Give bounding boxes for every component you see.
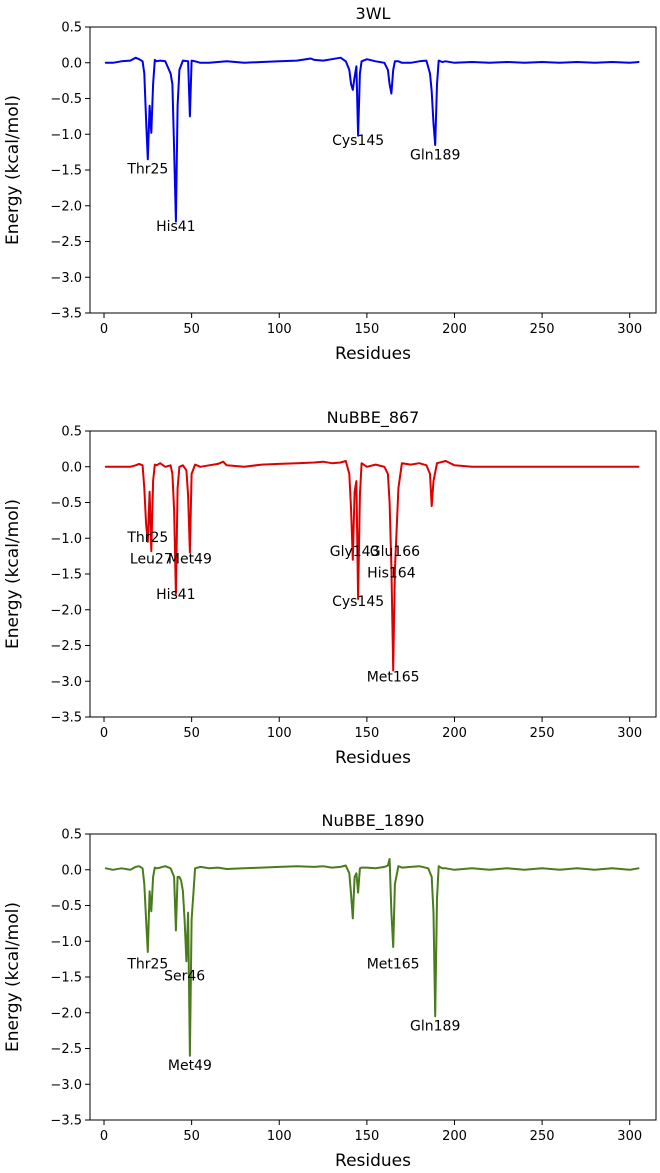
x-tick-label: 300 — [617, 1129, 642, 1144]
x-tick-label: 200 — [442, 322, 467, 337]
residue-annotation: Gln189 — [410, 147, 460, 163]
residue-annotation: Met165 — [367, 956, 420, 972]
y-tick-label: −1.5 — [50, 568, 82, 583]
y-tick-label: −2.0 — [50, 1006, 82, 1021]
y-tick-label: −3.5 — [50, 307, 82, 322]
x-tick-label: 200 — [442, 726, 467, 741]
x-tick-label: 150 — [354, 1129, 379, 1144]
chart-title: NuBBE_867 — [327, 408, 420, 428]
x-tick-label: 150 — [354, 726, 379, 741]
x-tick-label: 250 — [530, 322, 555, 337]
x-tick-label: 100 — [267, 726, 292, 741]
y-tick-label: −3.5 — [50, 711, 82, 726]
y-tick-label: −2.0 — [50, 199, 82, 214]
series-line-1 — [104, 56, 640, 223]
residue-annotation: His41 — [156, 219, 196, 235]
y-tick-label: 0.5 — [61, 21, 82, 36]
residue-annotation: Gly143 — [330, 544, 380, 560]
x-tick-label: 200 — [442, 1129, 467, 1144]
y-tick-label: −1.0 — [50, 532, 82, 547]
y-tick-label: −0.5 — [50, 92, 82, 107]
x-tick-label: 250 — [530, 1129, 555, 1144]
chart-title: NuBBE_1890 — [322, 811, 425, 831]
y-tick-label: −3.5 — [50, 1114, 82, 1129]
x-tick-label: 50 — [183, 726, 200, 741]
residue-annotation: Leu27 — [130, 551, 173, 567]
chart-title: 3WL — [356, 4, 391, 23]
y-axis-label: Energy (kcal/mol) — [3, 499, 23, 649]
y-tick-label: −3.0 — [50, 1078, 82, 1093]
residue-annotation: His164 — [367, 566, 416, 582]
x-tick-label: 300 — [617, 322, 642, 337]
chart-panel-2: NuBBE_867 0 50 100 150 200 250 300 0.5 0.0 −0.5 −1.… — [3, 408, 657, 768]
y-tick-label: 0.5 — [61, 425, 82, 440]
residue-annotation: Cys145 — [332, 133, 384, 149]
x-axis-label: Residues — [335, 344, 411, 364]
y-tick-label: −2.5 — [50, 1042, 82, 1057]
x-axis-label: Residues — [335, 748, 411, 768]
x-tick-label: 300 — [617, 726, 642, 741]
series-line-1 — [104, 858, 640, 1057]
plot-frame — [89, 26, 657, 314]
x-tick-label: 150 — [354, 322, 379, 337]
y-axis-label: Energy (kcal/mol) — [3, 902, 23, 1052]
plot-frame — [89, 430, 657, 718]
y-tick-label: 0.0 — [61, 460, 82, 475]
y-tick-label: −3.0 — [50, 675, 82, 690]
x-tick-label: 50 — [183, 1129, 200, 1144]
y-tick-label: −1.0 — [50, 128, 82, 143]
y-tick-label: −3.0 — [50, 271, 82, 286]
residue-annotation: Thr25 — [126, 956, 168, 972]
y-tick-label: −1.0 — [50, 935, 82, 950]
residue-annotation: Ser46 — [164, 969, 205, 985]
y-tick-label: −1.5 — [50, 971, 82, 986]
y-tick-label: −2.5 — [50, 639, 82, 654]
y-axis-label: Energy (kcal/mol) — [3, 95, 23, 245]
residue-annotation: His41 — [156, 587, 196, 603]
x-tick-label: 0 — [100, 322, 108, 337]
residue-annotation: Glu166 — [370, 544, 420, 560]
x-tick-label: 100 — [267, 1129, 292, 1144]
x-tick-label: 50 — [183, 322, 200, 337]
y-tick-label: −2.5 — [50, 235, 82, 250]
y-tick-label: −0.5 — [50, 496, 82, 511]
residue-annotation: Met49 — [168, 551, 212, 567]
residue-annotation: Gln189 — [410, 1019, 460, 1035]
series-line-1 — [104, 460, 640, 672]
x-tick-label: 250 — [530, 726, 555, 741]
y-tick-label: 0.0 — [61, 863, 82, 878]
y-tick-label: −2.0 — [50, 603, 82, 618]
residue-annotation: Thr25 — [126, 162, 168, 178]
residue-annotation: Met165 — [367, 669, 420, 685]
x-axis-label: Residues — [335, 1151, 411, 1171]
residue-annotation: Met49 — [168, 1058, 212, 1074]
x-tick-label: 0 — [100, 1129, 108, 1144]
chart-panel-1: 3WL 0 50 100 150 200 250 300 0.5 0.0 −0.5 −1.0 −1.5 −… — [3, 4, 657, 364]
residue-annotation: Thr25 — [126, 530, 168, 546]
chart-panel-3: NuBBE_1890 0 50 100 150 200 250 300 0.5 0.0 −0.5 −1… — [3, 811, 657, 1171]
y-tick-label: −1.5 — [50, 164, 82, 179]
plot-frame — [89, 833, 657, 1121]
x-tick-label: 0 — [100, 726, 108, 741]
x-tick-label: 100 — [267, 322, 292, 337]
y-tick-label: 0.0 — [61, 56, 82, 71]
y-tick-label: −0.5 — [50, 899, 82, 914]
y-tick-label: 0.5 — [61, 828, 82, 843]
residue-annotation: Cys145 — [332, 594, 384, 610]
